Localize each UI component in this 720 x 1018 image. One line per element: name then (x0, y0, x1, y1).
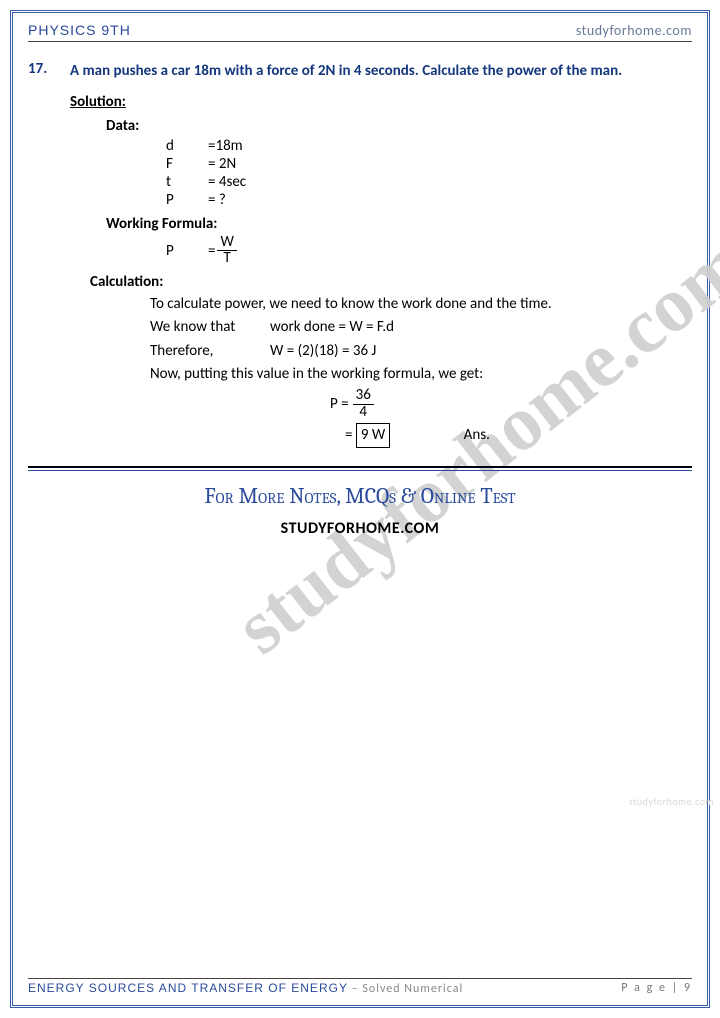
header-site: studyforhome.com (576, 22, 692, 39)
footer-page-label: P a g e | (621, 981, 684, 995)
data-symbol: t (166, 173, 208, 191)
wf-lhs: P (166, 242, 208, 260)
data-value: = 4sec (208, 173, 288, 191)
solution-block: Solution: Data: d=18m F= 2N t= 4sec P= ?… (70, 93, 692, 448)
page-footer: ENERGY SOURCES AND TRANSFER OF ENERGY – … (28, 978, 692, 996)
calculation-heading: Calculation: (90, 273, 692, 291)
data-row: F= 2N (166, 155, 692, 173)
promo-heading: For More Notes, MCQs & Online Test (28, 483, 692, 509)
calc-expr: W = (2)(18) = 36 J (270, 340, 376, 363)
header-subject: PHYSICS 9TH (28, 22, 131, 39)
power-equation: P = 36 4 (330, 388, 692, 421)
data-row: d=18m (166, 137, 692, 155)
calc-label: We know that (150, 316, 270, 339)
footer-left: ENERGY SOURCES AND TRANSFER OF ENERGY – … (28, 981, 463, 996)
answer-row: = 9 W Ans. (345, 423, 692, 448)
wf-eq: = (208, 242, 215, 260)
calculation-block: To calculate power, we need to know the … (150, 293, 692, 448)
page-content: PHYSICS 9TH studyforhome.com 17. A man p… (28, 22, 692, 996)
promo-site: STUDYFORHOME.COM (28, 519, 692, 538)
calc-line: To calculate power, we need to know the … (150, 293, 692, 316)
data-row: t= 4sec (166, 173, 692, 191)
divider-thick (28, 466, 692, 468)
calc-label: Therefore, (150, 340, 270, 363)
data-symbol: d (166, 137, 208, 155)
data-value: = ? (208, 191, 288, 209)
solution-heading: Solution: (70, 93, 692, 111)
data-symbol: P (166, 191, 208, 209)
p-denominator: 4 (359, 405, 367, 421)
calc-line: We know that work done = W = F.d (150, 316, 692, 339)
question-row: 17. A man pushes a car 18m with a force … (28, 60, 692, 83)
working-formula: P = W T (166, 235, 692, 268)
body-area: 17. A man pushes a car 18m with a force … (28, 42, 692, 538)
divider-thin (28, 470, 692, 471)
footer-subtitle: – Solved Numerical (348, 982, 463, 996)
wf-fraction: W T (217, 235, 236, 268)
question-text: A man pushes a car 18m with a force of 2… (70, 60, 692, 83)
p-eq-lhs: P = (330, 393, 349, 416)
answer-label: Ans. (464, 426, 490, 444)
data-row: P= ? (166, 191, 692, 209)
page-header: PHYSICS 9TH studyforhome.com (28, 22, 692, 42)
wf-denominator: T (224, 251, 231, 267)
p-fraction: 36 4 (353, 388, 374, 421)
footer-page-number: 9 (684, 981, 692, 995)
data-heading: Data: (106, 117, 692, 135)
data-rows: d=18m F= 2N t= 4sec P= ? (166, 137, 692, 209)
eq-sign: = (345, 426, 352, 444)
data-value: = 2N (208, 155, 288, 173)
working-formula-heading: Working Formula: (106, 215, 692, 233)
footer-page: P a g e | 9 (621, 981, 692, 996)
data-symbol: F (166, 155, 208, 173)
question-number: 17. (28, 60, 56, 83)
calc-line: Now, putting this value in the working f… (150, 363, 692, 386)
data-value: =18m (208, 137, 288, 155)
answer-box: 9 W (356, 423, 390, 448)
calc-expr: work done = W = F.d (270, 316, 394, 339)
footer-chapter: ENERGY SOURCES AND TRANSFER OF ENERGY (28, 981, 348, 995)
calc-line: Therefore, W = (2)(18) = 36 J (150, 340, 692, 363)
